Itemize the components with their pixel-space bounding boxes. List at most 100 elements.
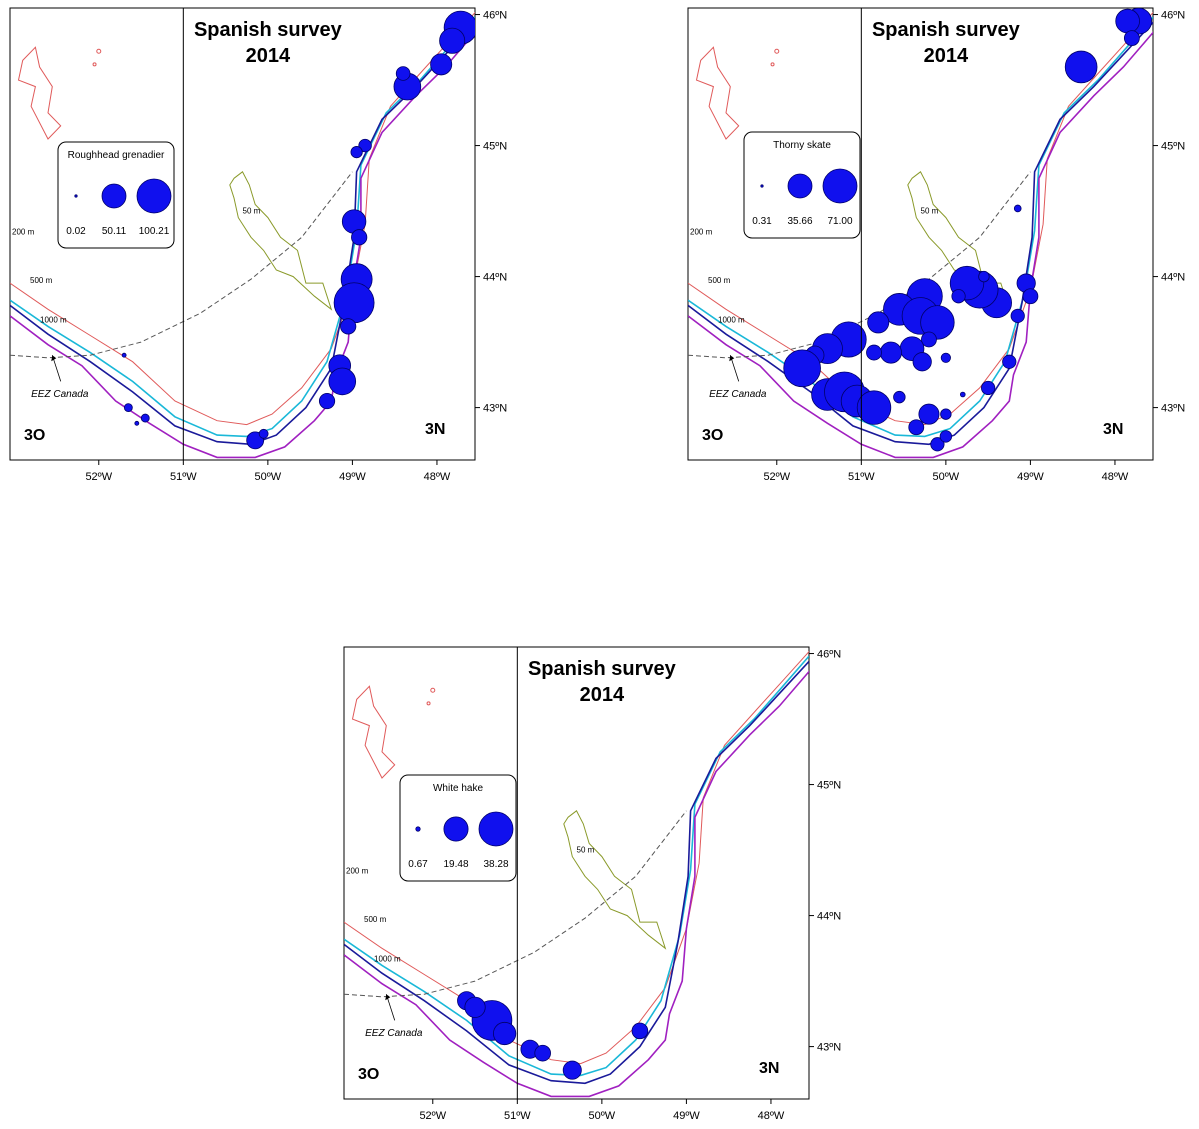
depth-label-50m: 50 m [577, 846, 595, 855]
catch-circle [951, 289, 966, 304]
legend-value-2: 100.21 [139, 226, 170, 237]
lon-label: 50ºW [255, 471, 282, 483]
catch-circle [534, 1044, 551, 1062]
catch-circle [940, 352, 951, 363]
depth-label-500m: 500 m [30, 276, 53, 285]
catch-circle [866, 344, 882, 361]
islet-marker [430, 687, 436, 693]
depth-label-1000m: 1000 m [718, 315, 745, 324]
lat-label: 44ºN [817, 911, 841, 923]
legend-value-1: 35.66 [787, 216, 812, 227]
legend-value-2: 71.00 [827, 216, 852, 227]
islet-marker [774, 48, 780, 54]
lon-label: 51ºW [504, 1110, 531, 1122]
legend-circle [415, 826, 421, 832]
catch-circle [908, 419, 925, 436]
map-title: Spanish survey [872, 19, 1021, 41]
lat-label: 44ºN [1161, 272, 1185, 284]
legend-value-1: 50.11 [102, 226, 127, 237]
contour-500m [10, 16, 475, 438]
lon-label: 48ºW [424, 471, 451, 483]
eez-arrowhead [729, 355, 735, 362]
depth-label-500m: 500 m [708, 276, 731, 285]
contour-50m-bank [563, 810, 667, 950]
map-subtitle-year: 2014 [580, 684, 625, 706]
catch-circle [395, 66, 411, 81]
legend-value-0: 0.02 [66, 226, 86, 237]
legend-value-0: 0.31 [752, 216, 772, 227]
legend-circle [787, 173, 813, 199]
zone-label-3o: 3O [358, 1066, 379, 1083]
catch-circle [333, 282, 375, 324]
legend-species-title: Roughhead grenadier [68, 150, 165, 161]
depth-label-200m: 200 m [12, 228, 35, 237]
legend-circle [101, 183, 127, 209]
catch-circle [140, 413, 150, 423]
depth-label-50m: 50 m [243, 207, 261, 216]
eez-label: EEZ Canada [365, 1028, 423, 1039]
catch-circle [328, 367, 357, 396]
island-outline [695, 46, 740, 140]
eez-label: EEZ Canada [709, 389, 767, 400]
contour-1000m [344, 660, 809, 1085]
catch-circle [940, 408, 952, 420]
eez-arrowhead [51, 355, 57, 362]
lat-label: 43ºN [1161, 403, 1185, 415]
map-subtitle-year: 2014 [246, 45, 291, 67]
catch-circle [1010, 308, 1025, 323]
legend-circle [478, 811, 514, 847]
catch-circle [1115, 8, 1140, 34]
legend-circle [443, 816, 469, 842]
catch-circle [921, 331, 937, 348]
lat-label: 45ºN [483, 141, 507, 153]
catch-circle [939, 430, 953, 443]
catch-circle [341, 209, 367, 234]
lon-label: 49ºW [1017, 471, 1044, 483]
contour-50m-bank [229, 171, 333, 311]
catch-circle [121, 352, 127, 358]
legend-circle [760, 184, 764, 188]
catch-circle [1013, 204, 1022, 213]
catch-circle [358, 138, 372, 153]
islet-marker [92, 62, 97, 67]
lat-label: 45ºN [1161, 141, 1185, 153]
catch-circle [430, 53, 453, 76]
map-title: Spanish survey [528, 658, 677, 680]
depth-label-200m: 200 m [346, 867, 369, 876]
islet-marker [770, 62, 775, 67]
eez-line [10, 171, 353, 359]
catch-circle [783, 349, 821, 388]
legend-species-title: White hake [433, 783, 483, 794]
lat-label: 45ºN [817, 780, 841, 792]
lon-label: 48ºW [1102, 471, 1129, 483]
lat-label: 43ºN [817, 1042, 841, 1054]
zone-label-3n: 3N [425, 421, 445, 438]
island-outline [17, 46, 62, 140]
islet-marker [426, 701, 431, 706]
map-panel-white-hake: Spanish survey 2014 3O 3N 200 m 500 m 1000 m 50… [342, 645, 852, 1125]
contour-500m [344, 655, 809, 1077]
catch-circle [1022, 288, 1039, 305]
lon-label: 48ºW [758, 1110, 785, 1122]
catch-circle [134, 420, 140, 426]
catch-circle [1123, 30, 1140, 47]
lon-label: 51ºW [170, 471, 197, 483]
legend-circle [136, 178, 172, 214]
depth-label-1000m: 1000 m [374, 954, 401, 963]
depth-label-50m: 50 m [921, 207, 939, 216]
lon-label: 49ºW [673, 1110, 700, 1122]
eez-label: EEZ Canada [31, 389, 89, 400]
lon-label: 50ºW [933, 471, 960, 483]
map-content [344, 650, 809, 1098]
lat-label: 43ºN [483, 403, 507, 415]
catch-circle [959, 391, 966, 398]
eez-arrowhead [385, 994, 391, 1001]
contour-deep [688, 31, 1153, 459]
map-content [688, 8, 1153, 459]
catch-circle [867, 311, 890, 334]
map-frame: Spanish survey 2014 3O 3N 200 m 500 m 1000 m 50… [687, 7, 1185, 483]
eez-line [344, 810, 687, 998]
catch-circle [879, 341, 902, 364]
eez-line [688, 171, 1031, 359]
legend-value-2: 38.28 [483, 859, 508, 870]
